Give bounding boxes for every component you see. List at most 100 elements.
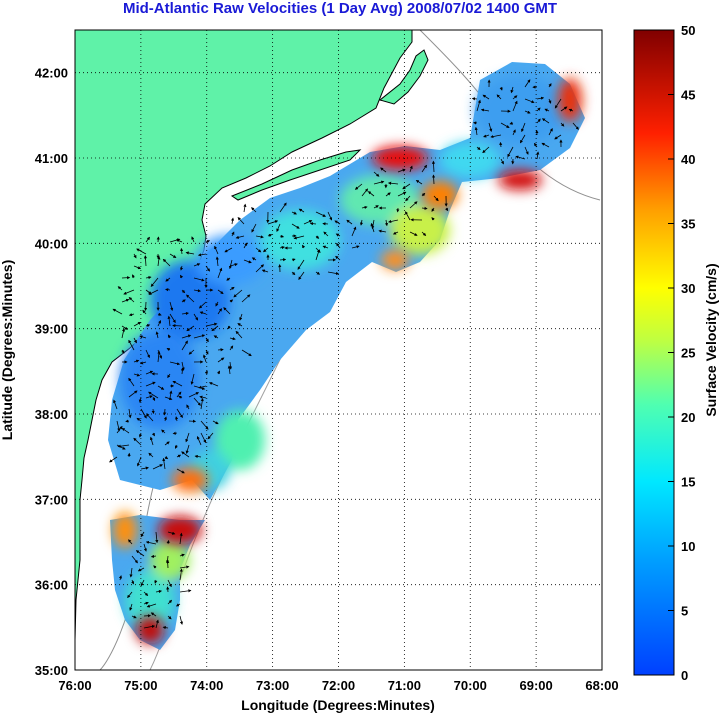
velocity-arrow — [231, 231, 235, 237]
velocity-arrow — [140, 531, 145, 538]
velocity-arrow — [167, 615, 172, 620]
velocity-arrow — [548, 128, 553, 136]
velocity-arrow — [480, 108, 490, 112]
velocity-arrow — [293, 235, 305, 240]
velocity-arrow — [200, 420, 209, 430]
velocity-arrow — [554, 134, 562, 140]
velocity-arrow — [133, 265, 142, 270]
y-tick-label: 38:00 — [35, 407, 68, 422]
velocity-arrow — [193, 397, 201, 406]
velocity-arrow — [121, 298, 130, 303]
velocity-arrow — [139, 361, 147, 365]
velocity-arrow — [205, 240, 211, 244]
velocity-hotspots — [113, 78, 582, 644]
velocity-arrow — [560, 122, 565, 127]
velocity-arrow — [136, 456, 142, 467]
island-land — [230, 149, 362, 201]
velocity-arrow — [217, 357, 225, 363]
x-tick-label: 71:00 — [388, 678, 421, 693]
velocity-arrow — [193, 277, 205, 282]
velocity-arrow — [145, 370, 154, 375]
velocity-arrow — [499, 86, 503, 91]
velocity-arrow — [176, 454, 182, 458]
velocity-arrow — [121, 325, 128, 330]
velocity-arrow — [157, 256, 161, 267]
velocity-arrow — [548, 98, 552, 104]
velocity-arrow — [163, 416, 167, 422]
velocity-arrow — [243, 203, 247, 213]
x-tick-label: 75:00 — [124, 678, 157, 693]
velocity-arrow — [148, 391, 159, 399]
velocity-arrow — [176, 391, 182, 398]
velocity-arrow — [200, 397, 204, 410]
velocity-arrow — [112, 308, 123, 315]
y-axis: 42:00 41:00 40:00 39:00 38:00 37:00 36:00 35:00 — [35, 66, 68, 678]
velocity-arrow — [145, 236, 150, 243]
velocity-arrow — [150, 554, 157, 558]
velocity-arrow — [109, 456, 118, 463]
velocity-arrow — [208, 382, 219, 387]
x-tick-label: 74:00 — [190, 678, 223, 693]
velocity-arrow — [154, 579, 158, 584]
velocity-arrow — [351, 245, 360, 249]
velocity-arrow — [572, 122, 579, 130]
velocity-arrow — [169, 390, 173, 399]
velocity-arrow — [148, 452, 154, 458]
velocity-arrow — [298, 271, 305, 280]
velocity-arrow — [178, 395, 183, 399]
velocity-arrow — [179, 568, 183, 581]
velocity-arrow — [488, 122, 493, 132]
velocity-arrow — [157, 385, 165, 390]
colorbar-tick-label: 25 — [681, 346, 695, 361]
y-tick-label: 36:00 — [35, 578, 68, 593]
velocity-arrow — [175, 444, 178, 449]
velocity-arrow — [131, 555, 138, 564]
velocity-arrow — [483, 134, 490, 138]
velocity-arrow — [216, 370, 220, 375]
velocity-arrow — [143, 601, 149, 605]
x-tick-label: 72:00 — [322, 678, 355, 693]
velocity-arrow — [155, 619, 159, 629]
velocity-arrow — [113, 399, 118, 410]
velocity-arrow — [179, 553, 185, 557]
velocity-arrow — [180, 265, 184, 271]
colorbar-label: Surface Velocity (cm/s) — [703, 263, 719, 416]
velocity-arrow — [169, 361, 181, 366]
x-tick-label: 73:00 — [256, 678, 289, 693]
velocity-arrow — [193, 289, 202, 293]
velocity-arrow — [128, 408, 132, 419]
velocity-arrow — [291, 271, 296, 276]
velocity-arrow — [346, 219, 353, 225]
velocity-arrow — [262, 247, 269, 253]
velocity-arrow — [167, 531, 176, 535]
velocity-arrow — [378, 229, 387, 233]
velocity-arrow — [512, 100, 518, 112]
velocity-arrow — [228, 259, 233, 270]
velocity-color-blobs — [120, 75, 565, 630]
velocity-arrow — [135, 550, 145, 557]
velocity-arrow — [512, 129, 516, 136]
velocity-arrow — [217, 267, 223, 279]
velocity-arrow — [145, 381, 156, 387]
velocity-arrow — [397, 191, 407, 197]
velocity-arrow — [510, 86, 514, 94]
velocity-arrow — [315, 235, 320, 239]
velocity-arrow — [138, 432, 143, 438]
plot-border — [74, 29, 603, 671]
velocity-arrow — [251, 223, 257, 233]
velocity-arrow — [421, 164, 427, 173]
velocity-arrow — [133, 322, 142, 327]
velocity-arrow — [554, 98, 562, 109]
velocity-arrow — [128, 539, 133, 545]
x-tick-label: 70:00 — [454, 678, 487, 693]
velocity-arrow — [155, 589, 163, 594]
velocity-arrow — [199, 311, 207, 315]
velocity-arrow — [132, 274, 135, 279]
velocity-arrow — [181, 299, 186, 303]
velocity-arrow — [241, 294, 251, 303]
velocity-arrow — [533, 142, 538, 148]
velocity-arrow — [255, 264, 265, 273]
velocity-arrow — [145, 395, 153, 399]
velocity-arrow — [243, 259, 252, 264]
